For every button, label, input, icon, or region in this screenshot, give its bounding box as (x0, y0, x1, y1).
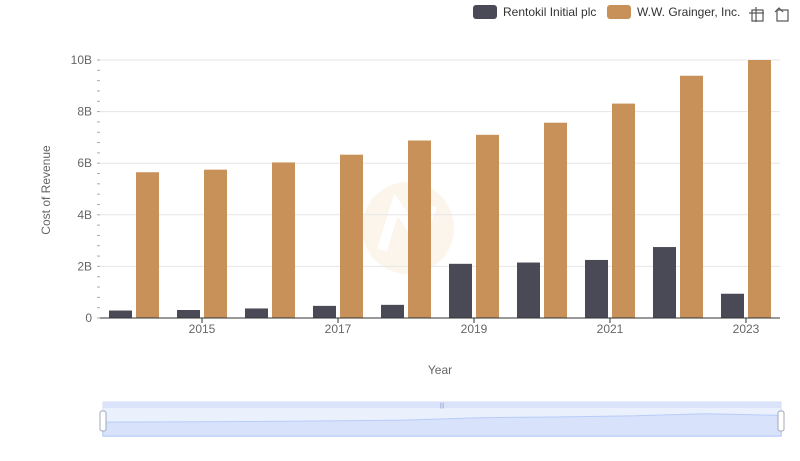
y-tick-label: 2B (77, 259, 92, 273)
legend[interactable]: Rentokil Initial plc W.W. Grainger, Inc. (473, 5, 740, 19)
navigator-top-bar[interactable] (103, 402, 781, 408)
bar-grainger-2022[interactable] (680, 75, 703, 318)
bar-rentokil-2014[interactable] (109, 310, 132, 318)
navigator-grip-icon: ||| (440, 403, 445, 409)
bar-rentokil-2019[interactable] (449, 263, 472, 318)
y-tick-label: 0 (85, 311, 92, 325)
bar-rentokil-2021[interactable] (585, 259, 608, 318)
y-tick-label: 4B (77, 208, 92, 222)
bar-grainger-2018[interactable] (408, 140, 431, 318)
bar-rentokil-2022[interactable] (653, 247, 676, 318)
y-tick-label: 6B (77, 156, 92, 170)
navigator-right-handle[interactable] (777, 410, 785, 432)
bar-grainger-2017[interactable] (340, 154, 363, 318)
y-axis-ticks: 0 2B 4B 6B 8B 10B (71, 53, 93, 325)
navigator-left-handle[interactable] (99, 410, 107, 432)
bar-grainger-2021[interactable] (612, 103, 635, 319)
bar-grainger-2015[interactable] (204, 169, 227, 318)
legend-label-grainger[interactable]: W.W. Grainger, Inc. (637, 5, 740, 19)
y-tick-label: 10B (71, 53, 92, 67)
reset-zoom-icon[interactable] (774, 7, 789, 22)
bar-rentokil-2017[interactable] (313, 305, 336, 318)
legend-label-rentokil[interactable]: Rentokil Initial plc (503, 5, 596, 19)
y-tick-label: 8B (77, 105, 92, 119)
bar-rentokil-2023[interactable] (721, 293, 744, 318)
bar-rentokil-2016[interactable] (245, 308, 268, 318)
bars (109, 60, 771, 319)
bar-grainger-2014[interactable] (136, 172, 159, 318)
bar-grainger-2023[interactable] (748, 60, 771, 318)
bar-grainger-2019[interactable] (476, 134, 499, 318)
zoom-icon[interactable] (749, 7, 764, 22)
x-axis-ticks: 2015 2017 2019 2021 2023 (189, 318, 760, 336)
y-axis-title: Cost of Revenue (39, 145, 53, 235)
bar-grainger-2016[interactable] (272, 162, 295, 318)
bar-rentokil-2015[interactable] (177, 310, 200, 318)
x-tick-label: 2021 (597, 322, 624, 336)
bar-grainger-2020[interactable] (544, 122, 567, 318)
x-tick-label: 2015 (189, 322, 216, 336)
bar-rentokil-2018[interactable] (381, 304, 404, 318)
legend-swatch-grainger (607, 5, 631, 19)
bar-rentokil-2020[interactable] (517, 262, 540, 318)
navigator-selected-range[interactable] (103, 408, 781, 436)
legend-swatch-rentokil (473, 5, 497, 19)
x-axis-title: Year (428, 363, 452, 377)
x-tick-label: 2017 (325, 322, 352, 336)
x-tick-label: 2019 (461, 322, 488, 336)
x-tick-label: 2023 (733, 322, 760, 336)
y-axis-minor-ticks (97, 59, 100, 319)
data-zoom-slider[interactable]: ||| (99, 401, 785, 437)
